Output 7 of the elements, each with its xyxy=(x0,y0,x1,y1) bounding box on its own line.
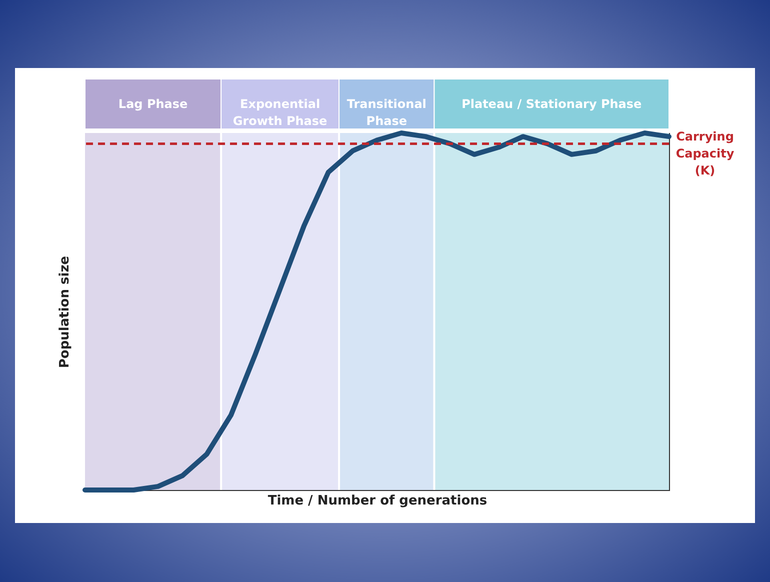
text: Transitional Phase xyxy=(346,97,426,128)
y-axis-title: Population size xyxy=(58,256,72,368)
text: Exponential Growth Phase xyxy=(232,97,328,128)
text: Lag Phase xyxy=(118,97,188,111)
ref-line-label: Carrying Capacity (K) xyxy=(676,130,734,178)
text: Plateau / Stationary Phase xyxy=(462,97,642,111)
x-axis-title: Time / Number of generations xyxy=(268,494,488,508)
